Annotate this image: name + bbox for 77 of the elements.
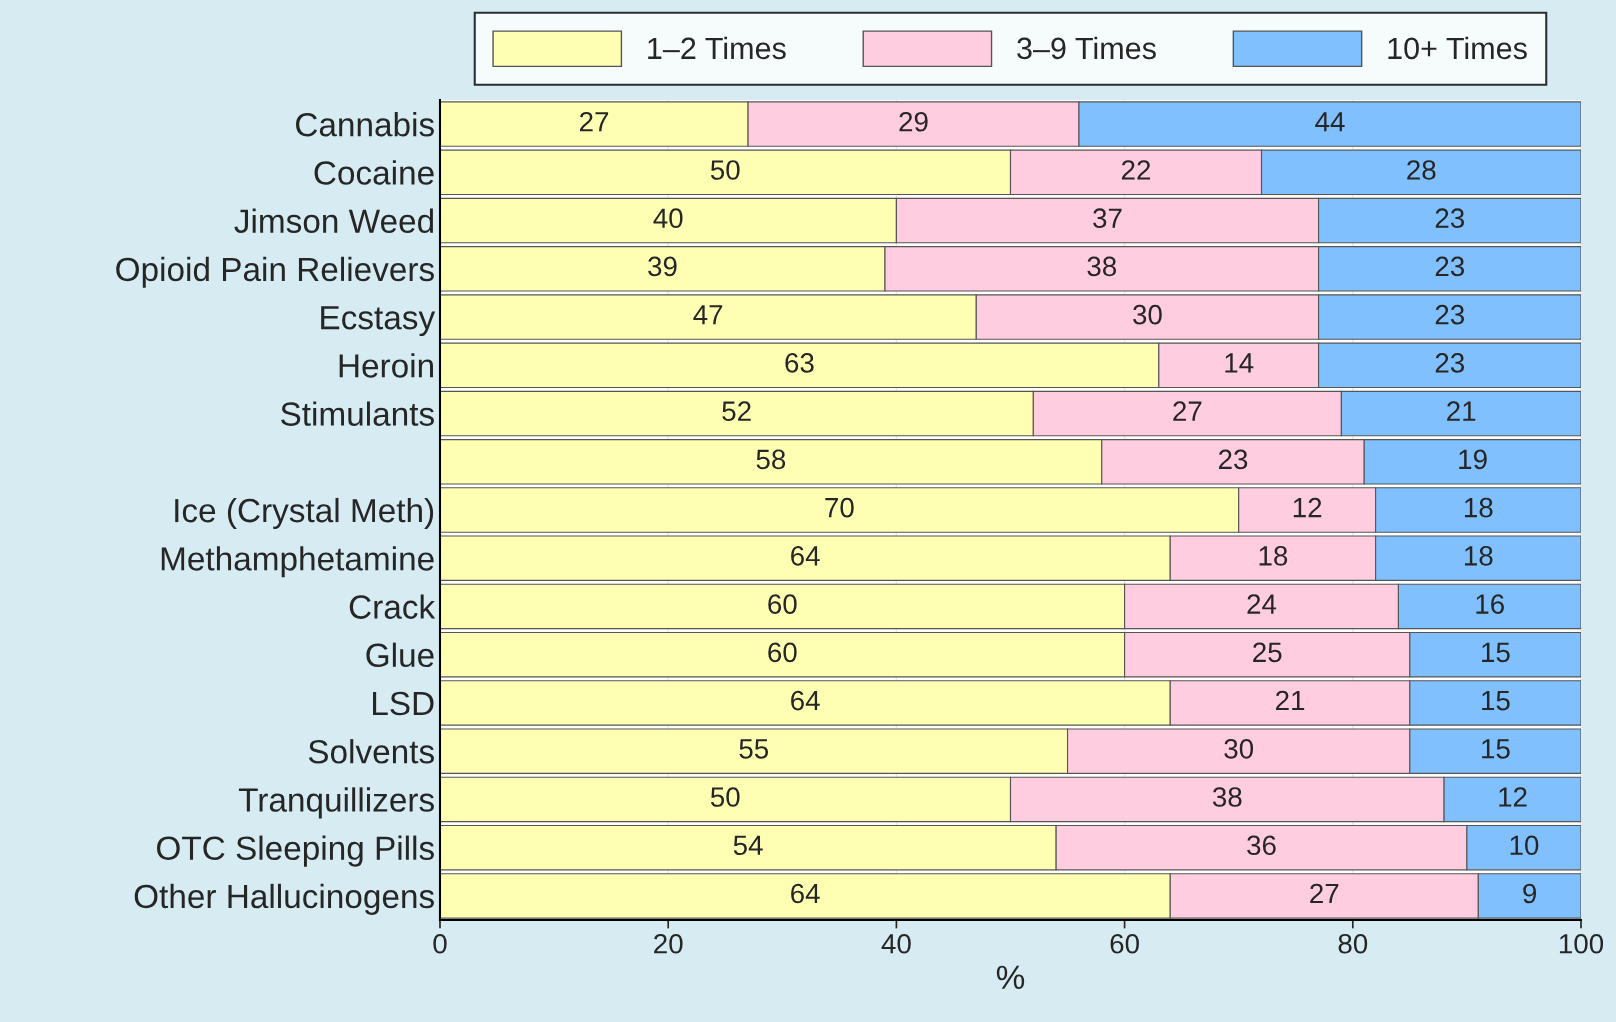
data-label: 27 bbox=[1310, 883, 1339, 904]
data-label: 27 bbox=[1173, 401, 1202, 421]
legend-label: 1–2 Times bbox=[648, 36, 786, 60]
y-tick-label: Heroin bbox=[339, 353, 433, 378]
legend-label: 10+ Times bbox=[1388, 36, 1527, 60]
data-label: 55 bbox=[739, 739, 769, 759]
data-label: 23 bbox=[1435, 353, 1465, 373]
data-label: 12 bbox=[1293, 497, 1322, 518]
data-label: 25 bbox=[1253, 642, 1282, 663]
y-tick-label: Other Hallucinogens bbox=[134, 883, 434, 915]
y-tick-label: LSD bbox=[373, 691, 434, 716]
data-label: 9 bbox=[1523, 883, 1537, 904]
data-label: 23 bbox=[1435, 208, 1465, 229]
data-label: 29 bbox=[899, 111, 928, 132]
y-tick-label: Glue bbox=[366, 642, 434, 668]
data-label: 18 bbox=[1259, 546, 1288, 566]
data-label: 30 bbox=[1224, 738, 1254, 759]
data-label: 21 bbox=[1447, 401, 1476, 421]
y-tick-label: Ecstasy bbox=[321, 306, 436, 337]
data-label: 38 bbox=[1212, 787, 1242, 807]
y-tick-label: Ice (Crystal Meth) bbox=[175, 497, 434, 529]
data-label: 64 bbox=[791, 546, 820, 566]
data-label: 60 bbox=[768, 594, 797, 614]
data-label: 40 bbox=[653, 208, 683, 229]
y-tick-label: Stimulants bbox=[281, 401, 434, 426]
x-tick-label: 20 bbox=[654, 933, 683, 954]
x-tick-label: 100 bbox=[1559, 933, 1604, 954]
data-label: 28 bbox=[1407, 160, 1436, 180]
x-tick-label: 60 bbox=[1110, 933, 1139, 954]
data-label: 15 bbox=[1482, 642, 1510, 663]
data-label: 64 bbox=[791, 690, 820, 711]
y-tick-label: Crack bbox=[349, 594, 436, 619]
data-label: 39 bbox=[648, 256, 677, 277]
x-tick-label: 80 bbox=[1338, 933, 1368, 954]
data-label: 14 bbox=[1225, 353, 1254, 373]
data-label: 12 bbox=[1499, 787, 1527, 807]
data-label: 18 bbox=[1464, 497, 1493, 518]
data-label: 19 bbox=[1459, 449, 1487, 470]
data-label: 30 bbox=[1133, 304, 1162, 325]
data-label: 44 bbox=[1315, 112, 1345, 132]
data-label: 52 bbox=[722, 401, 751, 421]
y-tick-label: Jimson Weed bbox=[234, 208, 433, 233]
x-axis-title: % bbox=[996, 965, 1025, 989]
y-tick-label: Solvents bbox=[308, 739, 434, 764]
data-label: 23 bbox=[1435, 256, 1465, 277]
data-label: 70 bbox=[825, 497, 854, 518]
y-tick-label: Cocaine bbox=[314, 160, 434, 185]
data-label: 21 bbox=[1276, 690, 1305, 711]
y-tick-label: Cannabis bbox=[296, 112, 434, 137]
data-label: 22 bbox=[1121, 160, 1151, 180]
data-label: 63 bbox=[785, 353, 814, 373]
data-label: 23 bbox=[1218, 449, 1248, 470]
data-label: 38 bbox=[1087, 256, 1117, 277]
data-label: 50 bbox=[710, 160, 740, 180]
data-label: 18 bbox=[1464, 546, 1493, 566]
data-label: 64 bbox=[791, 883, 820, 904]
data-label: 10 bbox=[1510, 835, 1539, 856]
data-label: 16 bbox=[1476, 594, 1504, 614]
data-label: 50 bbox=[710, 787, 740, 807]
data-label: 24 bbox=[1247, 594, 1277, 614]
y-tick-label: Methamphetamine bbox=[161, 546, 434, 578]
data-label: 15 bbox=[1482, 739, 1510, 759]
legend-label: 3–9 Times bbox=[1017, 36, 1156, 60]
data-label: 36 bbox=[1247, 835, 1276, 856]
data-label: 15 bbox=[1482, 691, 1510, 711]
data-label: 47 bbox=[693, 305, 723, 325]
data-label: 58 bbox=[756, 449, 786, 470]
x-tick-label: 0 bbox=[433, 933, 447, 954]
y-tick-label: OTC Sleeping Pills bbox=[156, 835, 434, 867]
data-label: 54 bbox=[733, 835, 763, 856]
data-label: 27 bbox=[579, 111, 609, 132]
y-tick-label: Opioid Pain Relievers bbox=[116, 256, 434, 288]
y-tick-label: Tranquillizers bbox=[238, 787, 434, 819]
data-label: 23 bbox=[1435, 304, 1465, 325]
data-label: 60 bbox=[768, 642, 797, 663]
x-tick-label: 40 bbox=[881, 933, 911, 954]
data-label: 37 bbox=[1093, 208, 1122, 229]
